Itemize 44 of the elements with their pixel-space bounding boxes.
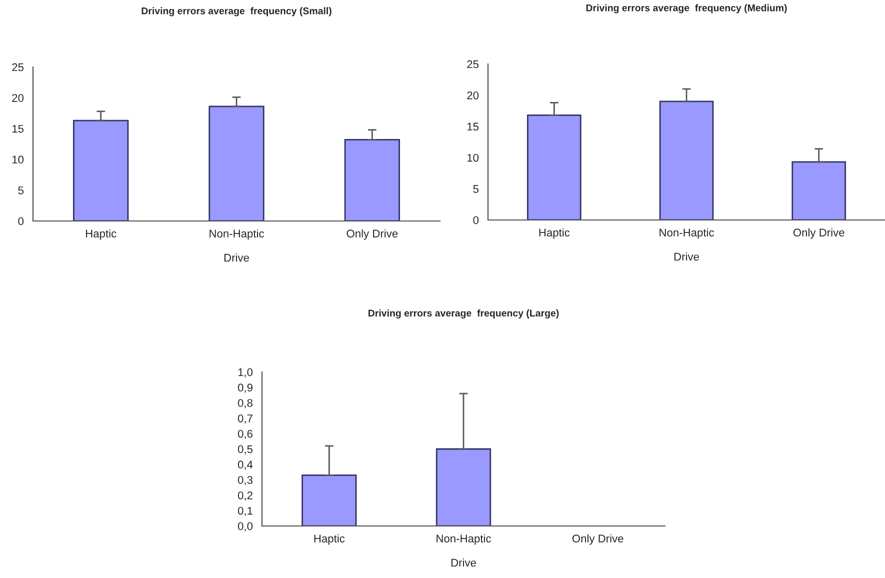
y-tick-label: 0,5: [238, 445, 253, 454]
y-tick-label: 0: [18, 217, 24, 226]
x-tick-label: Only Drive: [572, 534, 624, 545]
y-tick-label: 5: [473, 185, 479, 193]
y-tick-label: 20: [467, 91, 479, 100]
bar: [73, 120, 129, 221]
chart-title: Driving errors average frequency (Small): [142, 7, 332, 16]
y-tick-label: 0,1: [238, 506, 252, 516]
y-tick-label: 0,4: [238, 460, 253, 470]
y-tick-label: 0,0: [238, 522, 253, 532]
y-tick-label: 0,7: [238, 414, 252, 424]
y-tick-label: 25: [467, 60, 479, 68]
bar: [208, 106, 264, 221]
y-tick-label: 20: [12, 94, 24, 102]
x-tick-label: Haptic: [314, 534, 345, 545]
bar: [659, 100, 714, 220]
x-tick-label: Only Drive: [793, 228, 844, 239]
y-tick-label: 10: [12, 156, 24, 164]
x-tick-label: Non-Haptic: [210, 229, 264, 240]
x-tick-label: Non-Haptic: [660, 228, 714, 239]
y-tick-label: 25: [12, 63, 24, 72]
y-tick-label: 15: [467, 122, 479, 131]
y-tick-label: 0,6: [238, 430, 252, 440]
y-tick-label: 0,3: [238, 476, 252, 486]
bar: [527, 114, 582, 220]
y-tick-label: 0: [473, 216, 479, 224]
y-tick-label: 0,2: [238, 491, 252, 501]
x-axis-title: Drive: [674, 252, 699, 261]
x-tick-label: Non-Haptic: [436, 534, 491, 545]
bar: [344, 138, 400, 221]
x-axis-title: Drive: [224, 254, 249, 262]
y-tick-label: 5: [18, 186, 24, 194]
x-tick-label: Only Drive: [346, 229, 398, 240]
bar: [792, 161, 846, 220]
chart-title: Driving errors average frequency (Large): [368, 309, 559, 319]
y-tick-label: 0,8: [238, 399, 252, 408]
y-tick-label: 10: [467, 154, 479, 162]
chart-title: Driving errors average frequency (Medium): [586, 4, 787, 14]
y-tick-label: 15: [12, 124, 24, 133]
x-tick-label: Haptic: [539, 228, 570, 239]
x-axis-title: Drive: [451, 558, 476, 567]
x-tick-label: Haptic: [86, 229, 116, 240]
y-tick-label: 1,0: [238, 368, 253, 378]
y-tick-label: 0,9: [238, 384, 252, 393]
